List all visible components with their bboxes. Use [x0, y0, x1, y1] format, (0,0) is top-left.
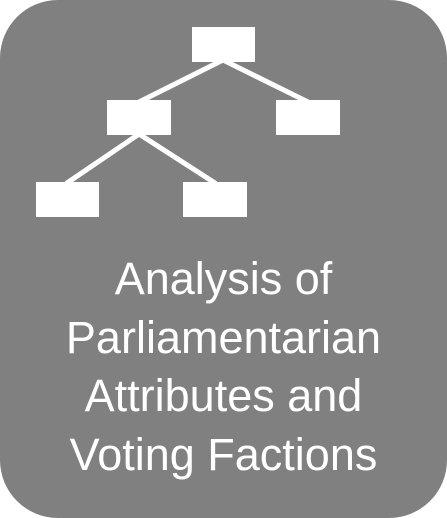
tree-right-node: [276, 100, 340, 135]
caption-line-3: Attributes and: [84, 370, 363, 421]
tree-root-node: [192, 27, 255, 62]
tree-left-leaf-node: [36, 182, 99, 217]
caption-line-4: Voting Factions: [69, 428, 378, 480]
tree-left-node: [107, 100, 171, 135]
caption-line-1: Analysis of: [114, 253, 333, 304]
tree-hierarchy-icon: [36, 27, 340, 217]
caption-line-2: Parliamentarian: [65, 311, 382, 363]
tile-caption: Analysis of Parliamentarian Attributes a…: [0, 250, 447, 484]
tree-right-leaf-node: [183, 182, 247, 217]
